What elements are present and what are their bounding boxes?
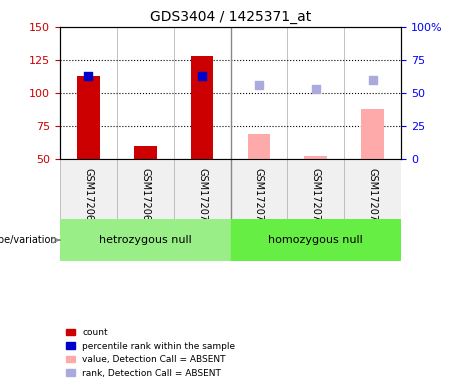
Bar [77,76,100,159]
Text: GSM172071: GSM172071 [254,168,264,227]
Legend: count, percentile rank within the sample, value, Detection Call = ABSENT, rank, : count, percentile rank within the sample… [65,326,237,379]
Point [369,77,376,83]
Bar [248,134,270,159]
Text: GSM172070: GSM172070 [197,168,207,227]
Text: hetrozygous null: hetrozygous null [99,235,192,245]
Bar [134,146,157,159]
Bar [304,156,327,159]
Bar [361,109,384,159]
Point [255,82,263,88]
Bar [191,56,213,159]
Title: GDS3404 / 1425371_at: GDS3404 / 1425371_at [150,10,311,25]
Text: genotype/variation: genotype/variation [0,235,57,245]
Text: GSM172072: GSM172072 [311,168,321,227]
Text: GSM172069: GSM172069 [140,168,150,227]
Point [312,86,319,92]
Text: GSM172068: GSM172068 [83,168,94,227]
Text: GSM172073: GSM172073 [367,168,378,227]
Point [198,73,206,79]
Point [85,73,92,79]
Bar [230,219,401,261]
Bar [60,219,230,261]
Text: homozygous null: homozygous null [268,235,363,245]
